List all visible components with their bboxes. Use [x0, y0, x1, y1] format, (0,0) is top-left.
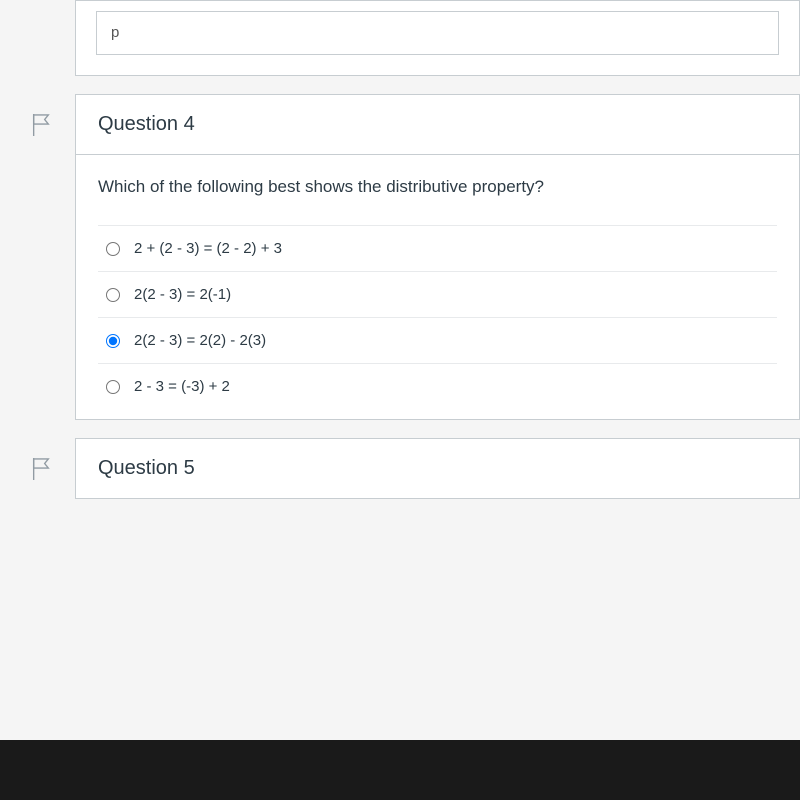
option-text: 2 + (2 - 3) = (2 - 2) + 3	[134, 240, 282, 257]
laptop-bezel	[0, 740, 800, 800]
option-text: 2(2 - 3) = 2(2) - 2(3)	[134, 332, 266, 349]
answer-option[interactable]: 2 - 3 = (-3) + 2	[98, 363, 777, 409]
format-paragraph-label: p	[111, 24, 119, 41]
question-5-title: Question 5	[98, 457, 195, 479]
previous-question-block: p	[75, 0, 800, 76]
option-text: 2 - 3 = (-3) + 2	[134, 378, 230, 395]
flag-question-icon[interactable]	[30, 112, 52, 138]
flag-question-icon[interactable]	[30, 456, 52, 482]
question-4-body: Which of the following best shows the di…	[76, 155, 799, 419]
answer-option[interactable]: 2(2 - 3) = 2(2) - 2(3)	[98, 317, 777, 363]
question-5-block: Question 5	[75, 438, 800, 499]
question-4-prompt: Which of the following best shows the di…	[98, 177, 777, 197]
question-4-block: Question 4 Which of the following best s…	[75, 94, 800, 420]
question-4-title: Question 4	[98, 113, 195, 135]
question-4-options: 2 + (2 - 3) = (2 - 2) + 3 2(2 - 3) = 2(-…	[98, 225, 777, 409]
radio-option-4[interactable]	[106, 380, 120, 394]
question-4-header: Question 4	[76, 95, 799, 155]
question-5-header: Question 5	[76, 439, 799, 498]
answer-option[interactable]: 2(2 - 3) = 2(-1)	[98, 271, 777, 317]
radio-option-3[interactable]	[106, 334, 120, 348]
radio-option-2[interactable]	[106, 288, 120, 302]
option-text: 2(2 - 3) = 2(-1)	[134, 286, 231, 303]
answer-option[interactable]: 2 + (2 - 3) = (2 - 2) + 3	[98, 225, 777, 271]
radio-option-1[interactable]	[106, 242, 120, 256]
rich-text-format-bar: p	[96, 11, 779, 55]
